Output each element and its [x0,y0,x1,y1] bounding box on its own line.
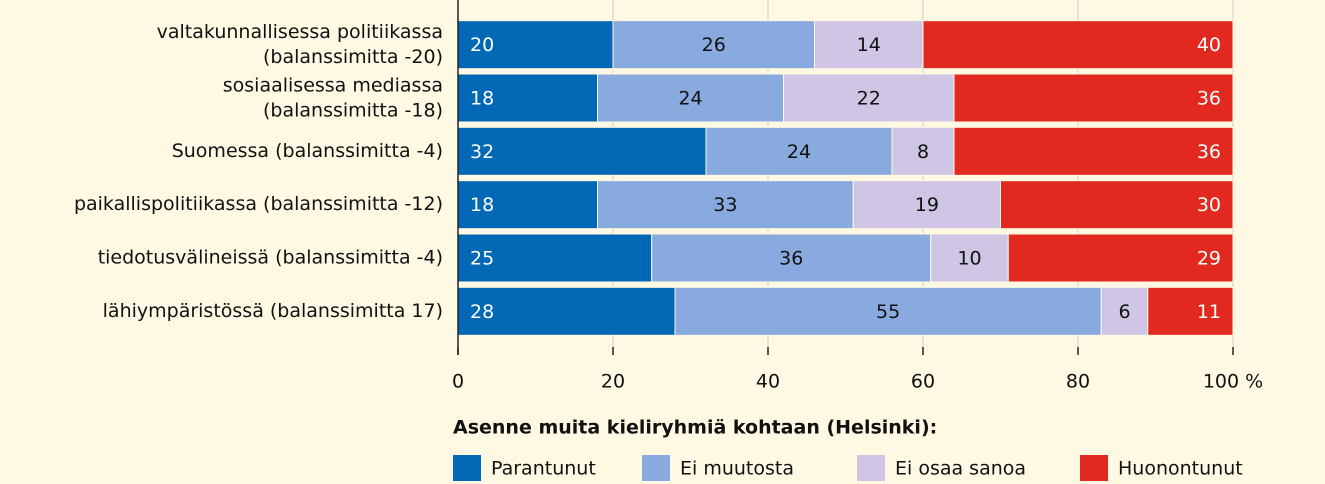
y-tick-label: paikallispolitiikassa (balanssimitta -12… [74,193,443,215]
x-tick-label: 80 [1066,371,1090,393]
bar-segment [922,20,1234,70]
bar-segment [1100,286,1149,336]
bar-segment [953,126,1234,176]
y-tick-label: lähiympäristössä (balanssimitta 17) [103,300,443,322]
data-label: 36 [779,248,803,270]
data-label: 36 [1197,88,1221,110]
data-label: 40 [1197,34,1221,56]
bar-segment [612,20,815,70]
data-label: 18 [470,88,494,110]
data-label: 28 [470,301,494,323]
bar-segment [651,233,932,283]
x-tick-label: 20 [601,371,625,393]
bar-segment [705,126,893,176]
y-tick-label: valtakunnallisessa politiikassa (balanssi… [157,21,443,68]
data-label: 11 [1197,301,1221,323]
bar-segment [1147,286,1234,336]
legend-label: Ei osaa sanoa [895,458,1026,480]
x-tick-label: 40 [756,371,780,393]
legend-title: Asenne muita kieliryhmiä kohtaan (Helsin… [453,417,937,439]
data-label: 29 [1197,248,1221,270]
bar-segment [457,233,653,283]
data-label: 6 [1118,301,1130,323]
data-label: 20 [470,34,494,56]
data-label: 8 [917,141,929,163]
x-tick-label: 0 [452,371,464,393]
bar-segment [457,180,598,230]
bar-segment [1000,180,1234,230]
y-tick-label: Suomessa (balanssimitta -4) [172,140,443,162]
bar-segment [953,73,1234,123]
bar-segment [674,286,1102,336]
bar-segment [597,73,784,123]
legend-swatch [1080,455,1108,481]
bar-segment [457,126,707,176]
legend-swatch [453,455,481,481]
data-label: 19 [915,194,939,216]
data-label: 26 [702,34,726,56]
data-label: 18 [470,194,494,216]
bar-segment [457,73,598,123]
data-label: 25 [470,248,494,270]
y-tick-label: sosiaalisessa mediassa (balanssimitta -18… [223,74,443,121]
data-label: 14 [857,34,881,56]
legend-swatch [857,455,885,481]
data-label: 24 [678,88,702,110]
legend-label: Parantunut [491,458,596,480]
data-label: 22 [857,88,881,110]
data-label: 55 [876,301,900,323]
bar-segment [597,180,854,230]
legend-label: Ei muutosta [680,458,794,480]
data-label: 10 [957,248,981,270]
bar-segment [852,180,1001,230]
data-label: 30 [1197,194,1221,216]
data-label: 32 [470,141,494,163]
legend-swatch [642,455,670,481]
bar-segment [930,233,1009,283]
data-label: 33 [713,194,737,216]
bar-segment [783,73,955,123]
data-label: 24 [787,141,811,163]
x-tick-label: 100 % [1203,371,1263,393]
data-label: 36 [1197,141,1221,163]
bar-segment [457,20,614,70]
y-tick-label: tiedotusvälineissä (balanssimitta -4) [98,247,443,269]
x-tick-label: 60 [911,371,935,393]
legend-label: Huonontunut [1118,458,1243,480]
bar-segment [1007,233,1234,283]
